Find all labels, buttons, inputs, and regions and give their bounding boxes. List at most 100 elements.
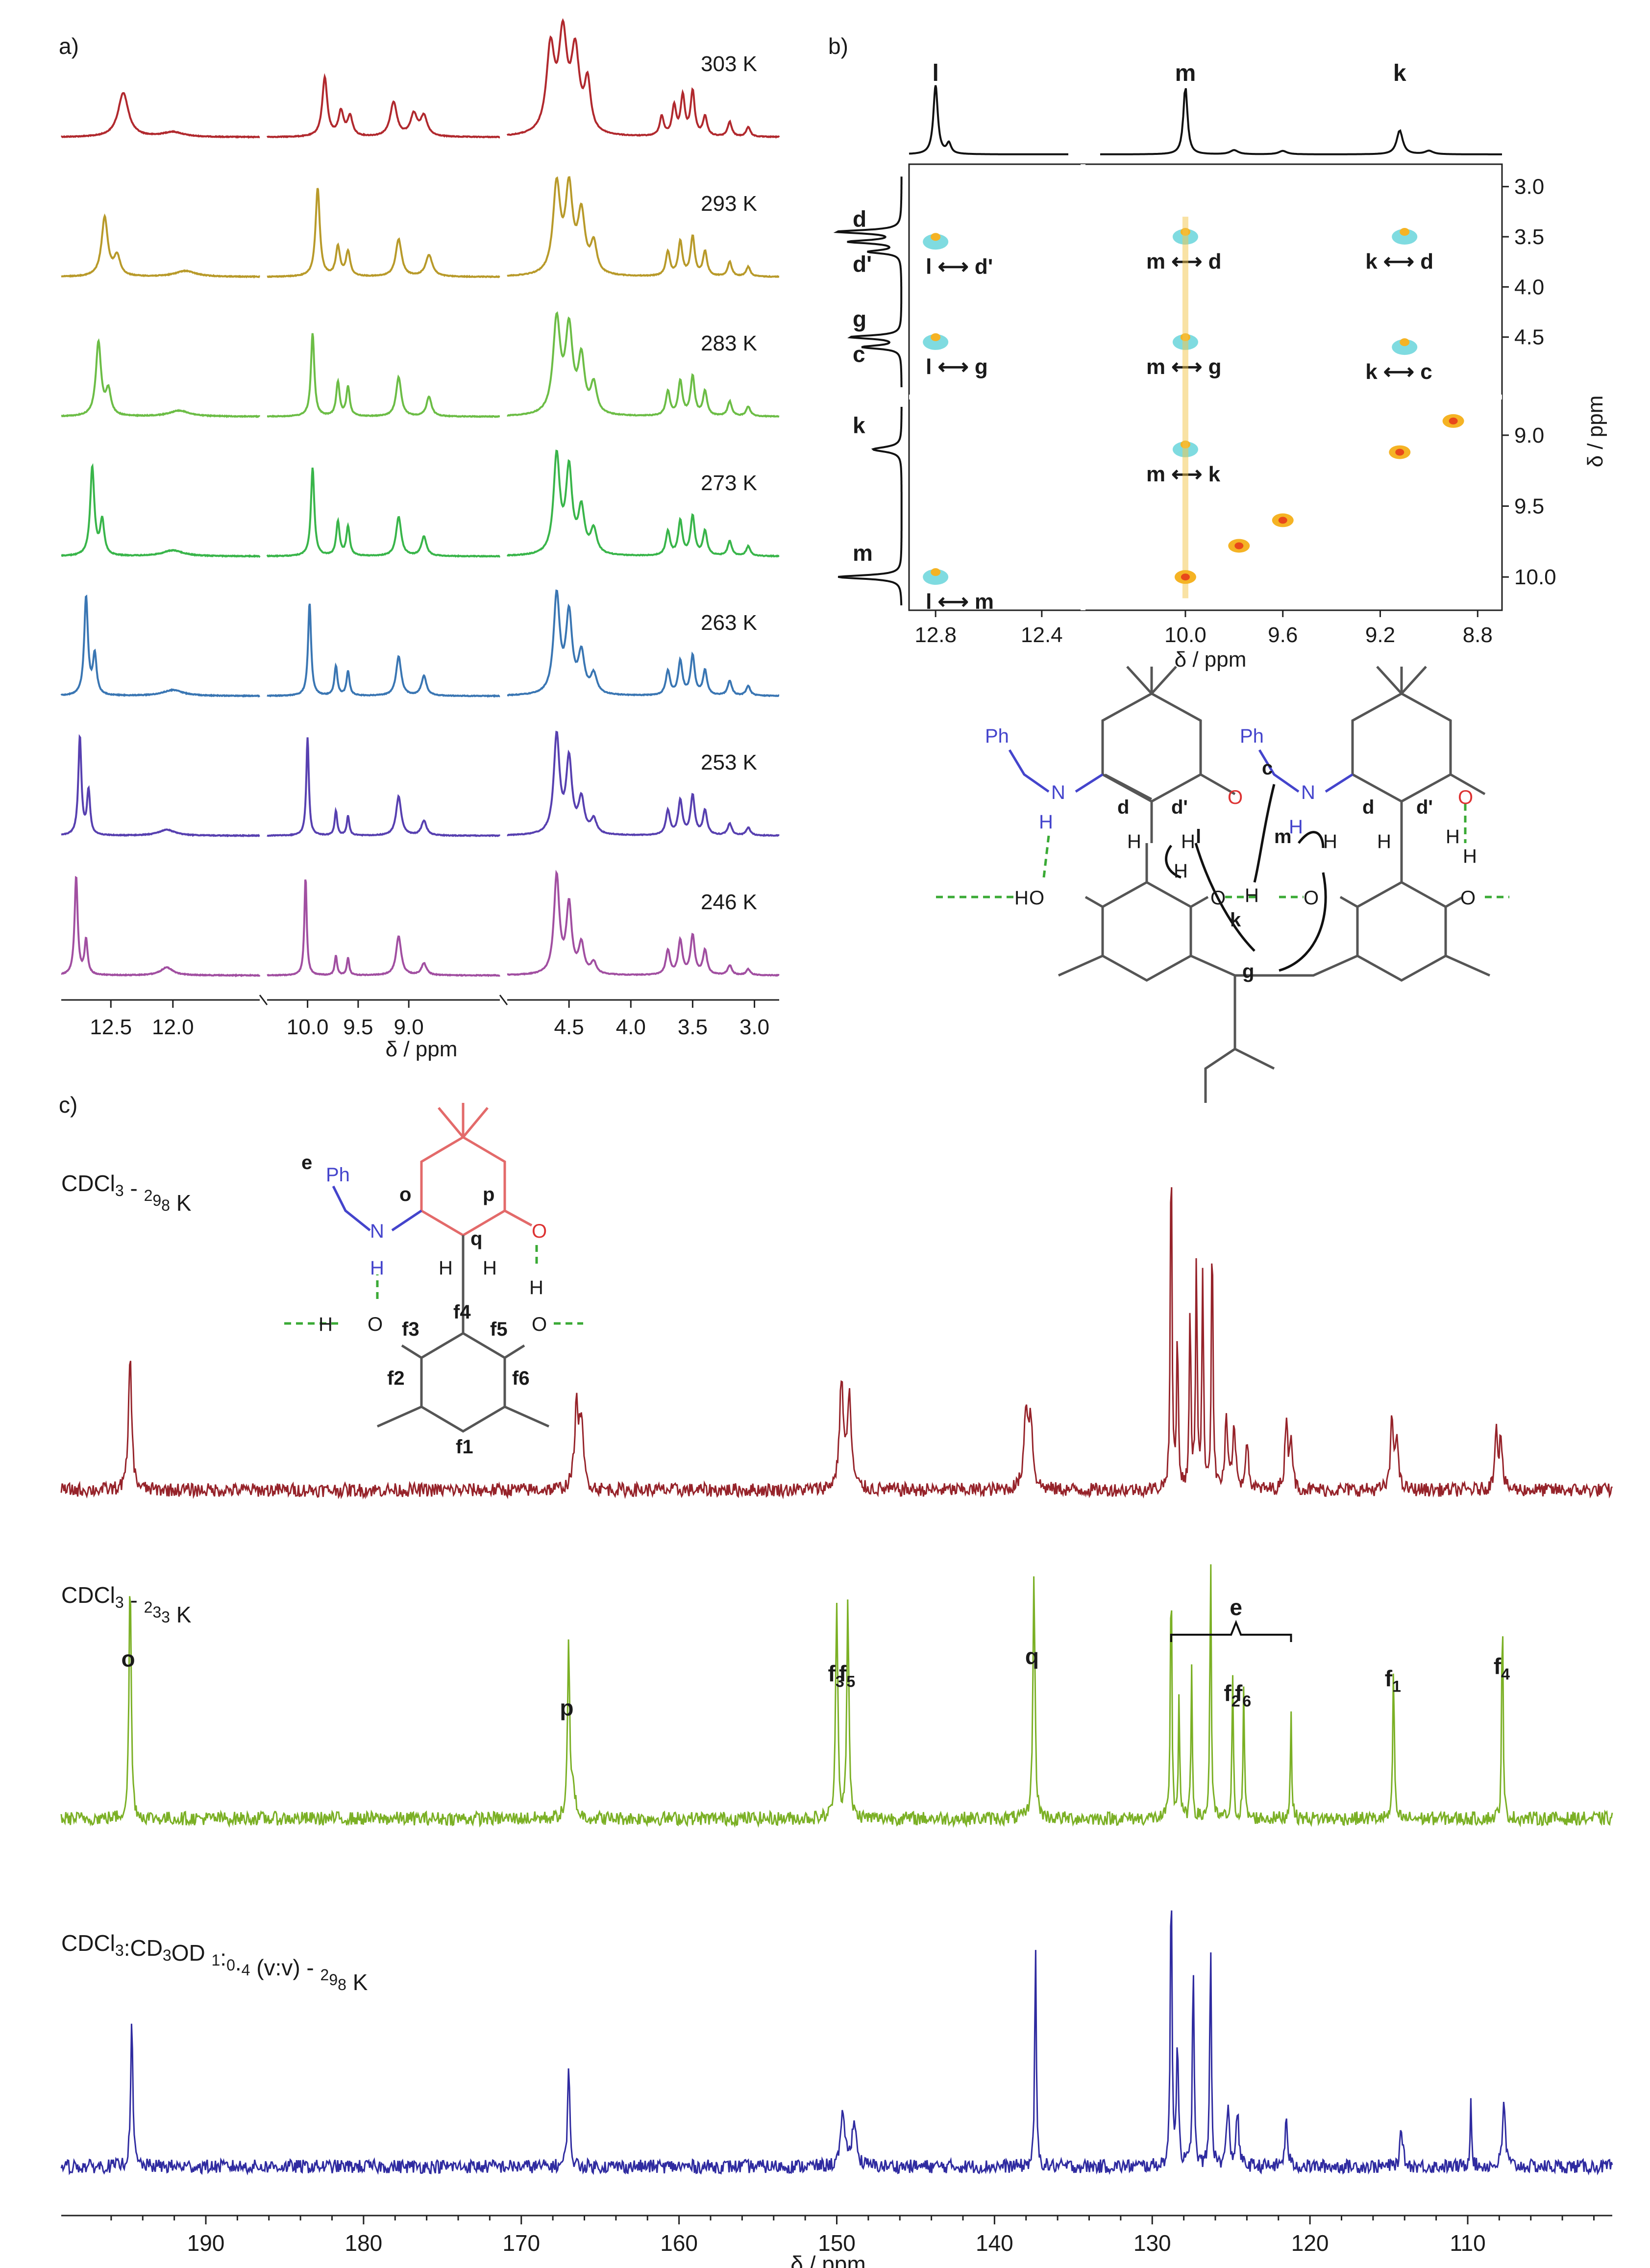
struct-b-h-9: H xyxy=(1463,846,1477,867)
spectrum-c-2 xyxy=(60,1910,1613,2176)
streak-10ppm xyxy=(1182,217,1188,598)
struct-b-o-right: O xyxy=(1458,787,1473,808)
side-projection-seg1 xyxy=(837,407,903,605)
spectrum-a-263k-seg0 xyxy=(60,594,260,698)
tick-label-c-0: 190 xyxy=(187,2230,225,2256)
cross-peak-label-1: l ⟷ d' xyxy=(926,254,993,278)
series-label-c-1: CDCl3 - 233 K xyxy=(61,1582,192,1627)
panel-c-13c-spectra: CDCl3 - 298 K CDCl3 - 233 K CDCl3:CD3OD 1:… xyxy=(60,1171,1613,2268)
spectrum-a-253k-seg1 xyxy=(267,737,501,838)
spectrum-a-303k-seg0 xyxy=(60,92,260,139)
spectrum-a-253k-seg0 xyxy=(61,734,260,838)
spectrum-a-263k-seg2 xyxy=(507,589,780,698)
tick-label-b-x-0: 12.8 xyxy=(914,623,957,647)
spectrum-a-293k-seg1 xyxy=(267,188,500,278)
peak-label-f6: f6 xyxy=(1235,1680,1251,1710)
struct-b-dprime-right: d' xyxy=(1416,797,1433,818)
side-proj-label-2: g xyxy=(853,306,866,332)
struct-b-o-6: O xyxy=(1460,887,1476,909)
panel-c-structure xyxy=(284,1103,583,1433)
tick-label-a-5: 4.5 xyxy=(554,1015,584,1039)
cross-peak-blob-1 xyxy=(923,234,949,250)
tick-label-b-y-5: 9.5 xyxy=(1514,495,1544,519)
struct-c-q: q xyxy=(470,1228,482,1249)
struct-c-f4: f4 xyxy=(453,1301,471,1323)
temperature-label-253k: 253 K xyxy=(701,750,757,774)
spectrum-c-1 xyxy=(60,1564,1613,1828)
tick-label-a-8: 3.0 xyxy=(739,1015,769,1039)
cross-peak-label-2: k ⟷ d xyxy=(1365,249,1433,274)
cross-peak-core-7 xyxy=(931,568,941,576)
cross-peak-blob-7 xyxy=(923,569,949,585)
spectrum-a-253k-seg2 xyxy=(507,730,780,837)
tick-label-c-5: 140 xyxy=(976,2230,1013,2256)
struct-b-l: l xyxy=(1196,826,1201,847)
struct-c-o-right: O xyxy=(532,1314,547,1335)
temperature-label-303k: 303 K xyxy=(701,52,757,76)
cross-peak-core-3 xyxy=(931,333,941,341)
struct-b-h-8: H xyxy=(1446,826,1460,847)
struct-c-f1: f1 xyxy=(456,1436,473,1458)
spectrum-a-246k-seg1 xyxy=(267,879,501,977)
peak-label-f4: f4 xyxy=(1494,1653,1510,1683)
struct-b-m: m xyxy=(1274,826,1292,847)
top-projection-seg1 xyxy=(1100,88,1502,155)
cross-peak-blob-5 xyxy=(1392,339,1418,355)
top-proj-label-1: m xyxy=(1175,60,1196,86)
cross-peak-label-3: l ⟷ g xyxy=(926,355,988,379)
side-proj-label-0: d xyxy=(853,206,866,231)
top-proj-label-0: l xyxy=(932,60,938,86)
tick-label-a-4: 9.0 xyxy=(394,1015,424,1039)
struct-b-n-left: N xyxy=(1051,782,1065,803)
spectrum-a-283k-seg0 xyxy=(61,338,261,418)
struct-c-ph: Ph xyxy=(326,1164,350,1186)
spectrum-a-303k-seg2 xyxy=(506,18,780,139)
struct-c-h-2: H xyxy=(483,1257,497,1279)
struct-c-f2: f2 xyxy=(387,1368,405,1389)
struct-c-oh-h: H xyxy=(529,1277,543,1298)
struct-c-nh: H xyxy=(370,1257,384,1279)
temperature-label-283k: 283 K xyxy=(701,331,757,355)
axis-c-xlabel: δ / ppm xyxy=(790,2251,865,2268)
spectrum-a-303k-seg1 xyxy=(266,73,500,139)
bracket-e xyxy=(1170,1620,1292,1642)
peak-label-f5: f5 xyxy=(839,1661,855,1691)
series-label-c-2: CDCl3:CD3OD 1:0.4 (v:v) - 298 K xyxy=(61,1930,368,1995)
tick-label-c-4: 150 xyxy=(818,2230,856,2256)
panel-c-structure-labels: e Ph o p N H q H H O H H O O f3 f4 f5 f2… xyxy=(301,1152,547,1458)
spectrum-a-273k-seg1 xyxy=(266,467,501,558)
panel-a-vt-spectra: 303 K 293 K 283 K 273 K 263 K 253 K 246 K 12.5 1… xyxy=(60,18,780,1061)
peak-label-q: q xyxy=(1025,1644,1039,1669)
tick-label-b-y-3: 4.5 xyxy=(1514,325,1544,349)
bracket-label-e: e xyxy=(1230,1595,1242,1620)
tick-label-b-x-1: 12.4 xyxy=(1021,623,1063,647)
tick-label-a-2: 10.0 xyxy=(287,1015,329,1039)
series-label-c-0: CDCl3 - 298 K xyxy=(61,1171,192,1216)
spectrum-a-246k-seg0 xyxy=(61,875,261,978)
struct-c-o-ketone: O xyxy=(532,1221,547,1242)
struct-c-h-1: H xyxy=(439,1257,453,1279)
diagonal-peak-core-3 xyxy=(1395,449,1404,456)
struct-b-ph-left: Ph xyxy=(985,725,1009,747)
diagonal-peak-core-4 xyxy=(1449,417,1458,424)
panel-label-c: c) xyxy=(59,1092,77,1118)
axis-b-xlabel: δ / ppm xyxy=(1175,648,1247,672)
spectrum-a-293k-seg0 xyxy=(61,213,261,279)
struct-b-d-left: d xyxy=(1117,797,1129,818)
struct-c-f3: f3 xyxy=(402,1319,419,1340)
struct-b-o-4: O xyxy=(1210,887,1226,909)
side-proj-label-5: m xyxy=(853,540,873,566)
cross-peak-core-1 xyxy=(931,233,941,241)
diagonal-peak-core-0 xyxy=(1181,573,1190,581)
tick-label-a-1: 12.0 xyxy=(152,1015,194,1039)
tick-label-b-x-5: 8.8 xyxy=(1463,623,1493,647)
struct-b-c: c xyxy=(1262,757,1273,779)
struct-b-n-right: N xyxy=(1301,782,1315,803)
struct-b-h-3: H xyxy=(1174,860,1188,882)
spectrum-a-283k-seg2 xyxy=(507,311,780,418)
side-proj-label-3: c xyxy=(853,342,865,367)
tick-label-b-y-0: 3.0 xyxy=(1514,175,1544,199)
tick-label-c-6: 130 xyxy=(1133,2230,1171,2256)
spectrum-c-0 xyxy=(60,1187,1613,1500)
